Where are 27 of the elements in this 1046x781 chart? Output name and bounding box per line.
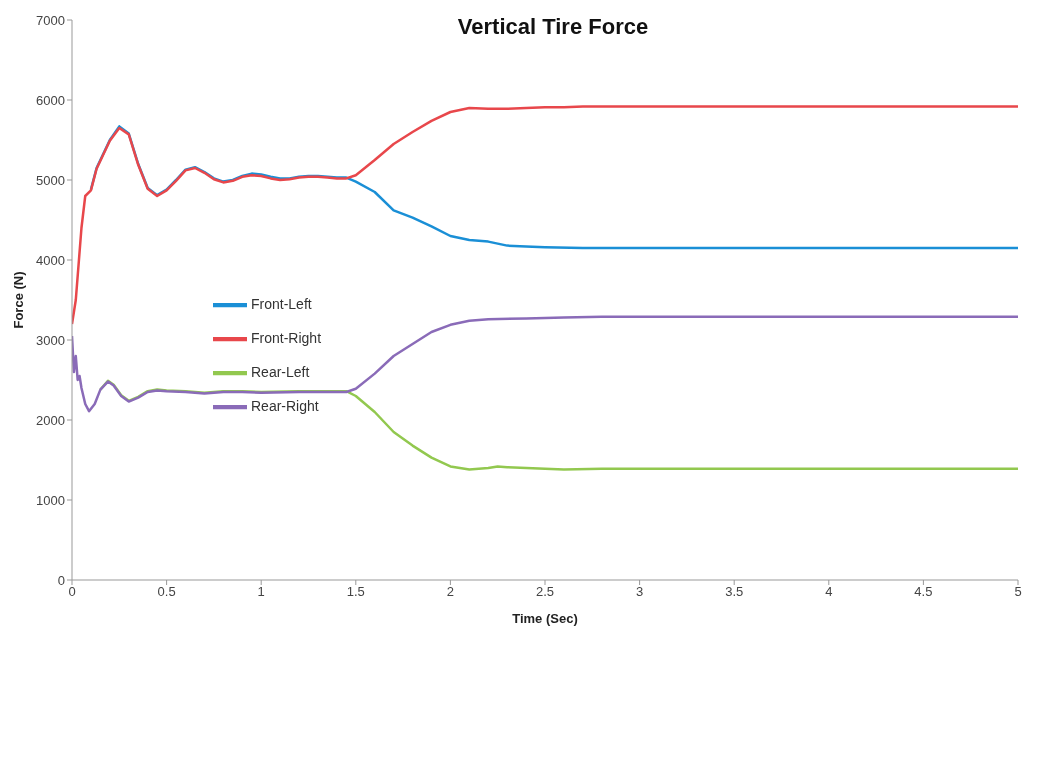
x-axis-title: Time (Sec) bbox=[512, 611, 578, 626]
chart-title: Vertical Tire Force bbox=[457, 14, 649, 39]
x-tick-label: 0 bbox=[68, 584, 76, 600]
x-tick-label: 2 bbox=[446, 584, 455, 600]
legend-label: Rear-Right bbox=[251, 397, 319, 414]
y-axis-title: Force (N) bbox=[10, 271, 26, 329]
y-tick-label: 6000 bbox=[36, 92, 65, 108]
x-tick-label: 1.5 bbox=[346, 584, 365, 600]
x-tick-label: 4 bbox=[825, 584, 833, 600]
y-tick-label: 4000 bbox=[36, 252, 65, 268]
x-tick-label: 3.5 bbox=[725, 584, 744, 600]
y-tick-label: 3000 bbox=[36, 332, 65, 348]
legend-label: Front-Left bbox=[251, 295, 312, 312]
y-tick-label: 0 bbox=[57, 572, 65, 588]
legend-label: Front-Right bbox=[251, 329, 322, 346]
x-tick-label: 2.5 bbox=[535, 584, 555, 600]
y-tick-label: 1000 bbox=[36, 492, 65, 508]
x-tick-label: 1 bbox=[257, 584, 265, 600]
y-tick-label: 2000 bbox=[36, 412, 65, 428]
line-series bbox=[72, 315, 1018, 413]
x-tick-label: 5 bbox=[1014, 584, 1022, 600]
y-tick-label: 5000 bbox=[36, 172, 65, 188]
legend-label: Rear-Left bbox=[251, 363, 310, 380]
x-tick-label: 3 bbox=[635, 584, 644, 600]
y-tick-label: 7000 bbox=[36, 12, 65, 28]
x-tick-label: 0.5 bbox=[157, 584, 176, 600]
x-tick-label: 4.5 bbox=[914, 584, 933, 600]
